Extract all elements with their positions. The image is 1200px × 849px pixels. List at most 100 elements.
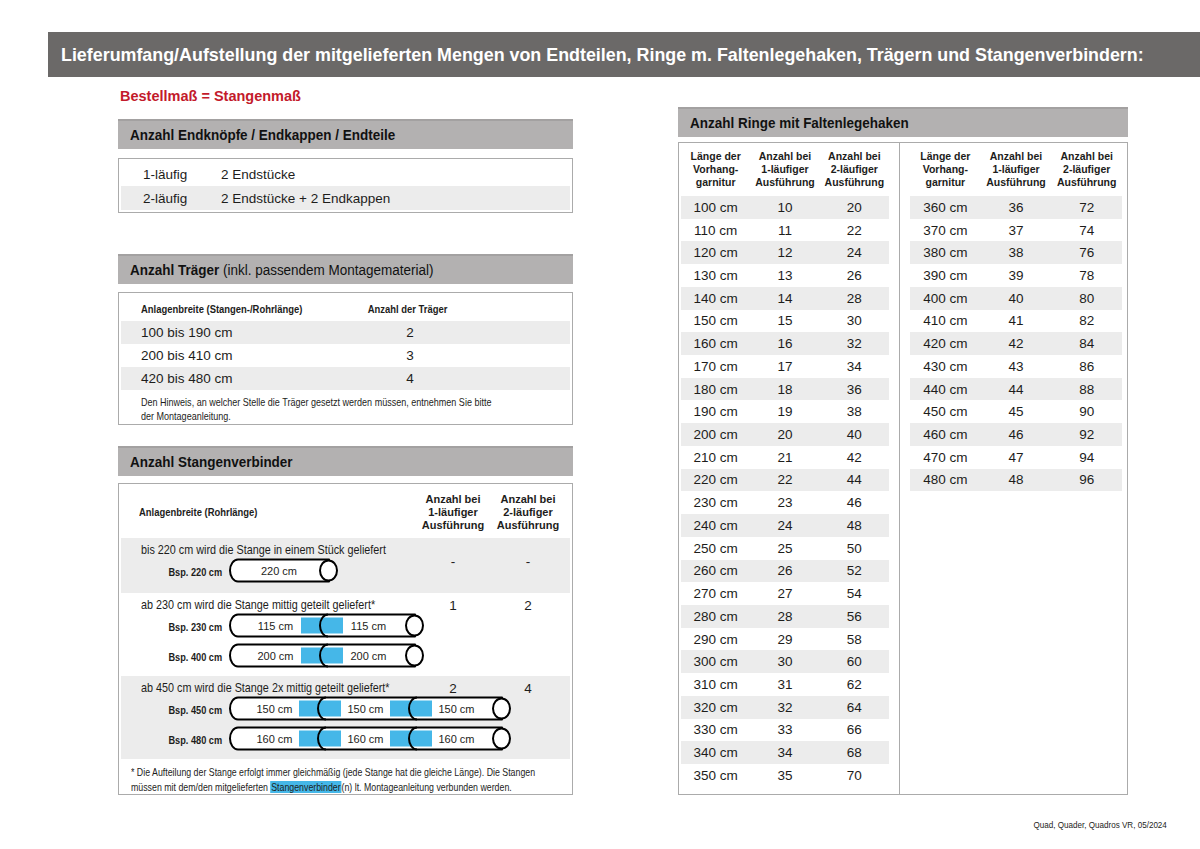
table-row: 340 cm3468 — [681, 741, 889, 764]
endteile-table: 1-läufig2 Endstücke2-läufig2 Endstücke +… — [118, 158, 573, 213]
table-row: 2-läufig2 Endstücke + 2 Endkappen — [121, 186, 570, 210]
traeger-col-anzahl: Anzahl der Träger — [348, 303, 468, 321]
rings-body: 360 cm3672370 cm3774380 cm3876390 cm3978… — [910, 196, 1122, 491]
table-row: 260 cm2652 — [681, 560, 889, 583]
count-2-laeufig: 2 — [498, 598, 558, 613]
segment-length-label: 200 cm — [257, 649, 293, 661]
rings-table-left: Länge derVorhang-garniturAnzahl bei1-läu… — [681, 143, 889, 794]
rod-example-label: Bsp. 400 cm — [129, 651, 229, 663]
table-row: 320 cm3264 — [681, 696, 889, 719]
section-header-traeger: Anzahl Träger (inkl. passendem Montagema… — [118, 254, 573, 284]
table-row: 210 cm2142 — [681, 446, 889, 469]
table-row: 170 cm1734 — [681, 355, 889, 378]
section-header-stangenverbinder: Anzahl Stangenverbinder — [118, 446, 573, 476]
table-row: 100 bis 190 cm2 — [121, 321, 570, 344]
segment-length-label: 160 cm — [438, 732, 474, 744]
rings-header: Länge derVorhang-garniturAnzahl bei1-läu… — [910, 143, 1122, 189]
segment-length-label: 150 cm — [438, 702, 474, 714]
table-row: 190 cm1938 — [681, 400, 889, 423]
verbinder-group: ab 450 cm wird die Stange 2x mittig gete… — [121, 676, 570, 759]
count-1-laeufig: 1 — [423, 598, 483, 613]
table-row: 180 cm1836 — [681, 378, 889, 401]
page-title: Lieferumfang/Aufstellung der mitgeliefer… — [48, 32, 1200, 77]
rod-diagram-holder: 220 cm — [229, 555, 340, 590]
section-header-ringe-label: Anzahl Ringe mit Faltenlegehaken — [690, 114, 909, 132]
rings-table-right: Länge derVorhang-garniturAnzahl bei1-läu… — [910, 143, 1122, 794]
rod-example-row: Bsp. 230 cm115 cm115 cm — [121, 612, 570, 642]
rings-col-header: Länge derVorhang-garnitur — [681, 150, 750, 189]
traeger-col-anlagenbreite: Anlagenbreite (Stangen-/Rohrlänge) — [119, 303, 378, 321]
table-row: 300 cm3060 — [681, 650, 889, 673]
segment-length-label: 115 cm — [258, 619, 293, 631]
rod-end-cap — [493, 728, 510, 748]
rod-end-cap — [406, 645, 423, 665]
rings-col-header: Anzahl bei1-läufigerAusführung — [750, 150, 819, 189]
segment-length-label: 200 cm — [350, 649, 386, 661]
verbinder-col-anlagenbreite: Anlagenbreite (Rohrlänge) — [139, 506, 283, 518]
segment-length-label: 160 cm — [347, 732, 383, 744]
section-header-ringe: Anzahl Ringe mit Faltenlegehaken — [678, 107, 1128, 137]
table-row: 110 cm1122 — [681, 219, 889, 242]
rod-example-row: Bsp. 480 cm 160 cm 160 cm 160 cm — [121, 725, 570, 755]
table-row: 240 cm2448 — [681, 514, 889, 537]
segment-length-label: 160 cm — [256, 732, 292, 744]
cell-endteile: 2 Endstücke + 2 Endkappen — [221, 191, 390, 206]
table-row: 430 cm4386 — [910, 355, 1122, 378]
cell-anlagenbreite: 200 bis 410 cm — [121, 348, 380, 363]
rod-example-label: Bsp. 230 cm — [129, 621, 229, 633]
rings-col-header: Länge derVorhang-garnitur — [910, 150, 981, 189]
rings-body: 100 cm1020110 cm1122120 cm1224130 cm1326… — [681, 196, 889, 787]
rod-diagram-holder: 200 cm 200 cm — [229, 640, 426, 675]
table-row: 120 cm1224 — [681, 241, 889, 264]
rod-end-cap — [320, 560, 337, 580]
document-footer: Quad, Quader, Quadros VR, 05/2024 — [1010, 819, 1167, 830]
table-row: 410 cm4182 — [910, 310, 1122, 333]
table-row: 420 cm4284 — [910, 332, 1122, 355]
table-row: 450 cm4590 — [910, 400, 1122, 423]
table-row: 390 cm3978 — [910, 264, 1122, 287]
table-row: 370 cm3774 — [910, 219, 1122, 242]
rod-diagram: 115 cm115 cm — [229, 610, 426, 641]
stangenverbinder-table: Anlagenbreite (Rohrlänge) Anzahl bei1-lä… — [118, 483, 573, 795]
subtitle-bestellmass: Bestellmaß = Stangenmaß — [120, 88, 301, 104]
section-header-endteile: Anzahl Endknöpfe / Endkappen / Endteile — [118, 119, 573, 149]
section-header-stangenverbinder-label: Anzahl Stangenverbinder — [130, 453, 293, 471]
cell-laeufigkeit: 1-läufig — [121, 167, 221, 182]
rod-diagram: 160 cm 160 cm 160 cm — [229, 723, 513, 754]
rings-col-header: Anzahl bei2-läufigerAusführung — [820, 150, 889, 189]
table-row: 100 cm1020 — [681, 196, 889, 219]
table-row: 130 cm1326 — [681, 264, 889, 287]
table-row: 160 cm1632 — [681, 332, 889, 355]
cell-anzahl-traeger: 3 — [350, 348, 470, 363]
table-row: 380 cm3876 — [910, 241, 1122, 264]
rod-example-label: Bsp. 480 cm — [129, 734, 229, 746]
page: Lieferumfang/Aufstellung der mitgeliefer… — [0, 0, 1200, 849]
verbinder-footnote: * Die Aufteilung der Stange erfolgt imme… — [131, 765, 636, 795]
segment-length-label: 150 cm — [256, 702, 292, 714]
table-row: 270 cm2754 — [681, 582, 889, 605]
rod-example-row: Bsp. 400 cm 200 cm 200 cm — [121, 642, 570, 672]
rod-diagram: 200 cm 200 cm — [229, 640, 426, 671]
table-row: 480 cm4896 — [910, 469, 1122, 492]
cell-endteile: 2 Endstücke — [221, 167, 295, 182]
stangenverbinder-highlight: Stangenverbinder — [270, 781, 341, 793]
traeger-note: Den Hinweis, an welcher Stelle die Träge… — [119, 390, 572, 423]
rod-example-label: Bsp. 450 cm — [129, 704, 229, 716]
traeger-table-header: Anlagenbreite (Stangen-/Rohrlänge) Anzah… — [119, 293, 572, 321]
ringe-table: Länge derVorhang-garniturAnzahl bei1-läu… — [678, 142, 1128, 795]
traeger-table: Anlagenbreite (Stangen-/Rohrlänge) Anzah… — [118, 292, 573, 425]
segment-length-label: 220 cm — [261, 564, 297, 576]
table-row: 200 cm2040 — [681, 423, 889, 446]
rings-col-header: Anzahl bei1-läufigerAusführung — [981, 150, 1052, 189]
rod-end-cap — [493, 698, 510, 718]
table-row: 290 cm2958 — [681, 628, 889, 651]
cell-laeufigkeit: 2-läufig — [121, 191, 221, 206]
cell-anzahl-traeger: 4 — [350, 371, 470, 386]
section-header-traeger-label: Anzahl Träger (inkl. passendem Montagema… — [130, 261, 434, 279]
verbinder-col-2-laeufig: Anzahl bei2-läufigerAusführung — [493, 493, 563, 532]
table-row: 400 cm4080 — [910, 287, 1122, 310]
table-row: 250 cm2550 — [681, 537, 889, 560]
table-row: 440 cm4488 — [910, 378, 1122, 401]
rings-table-divider — [899, 143, 900, 794]
table-row: 310 cm3162 — [681, 673, 889, 696]
